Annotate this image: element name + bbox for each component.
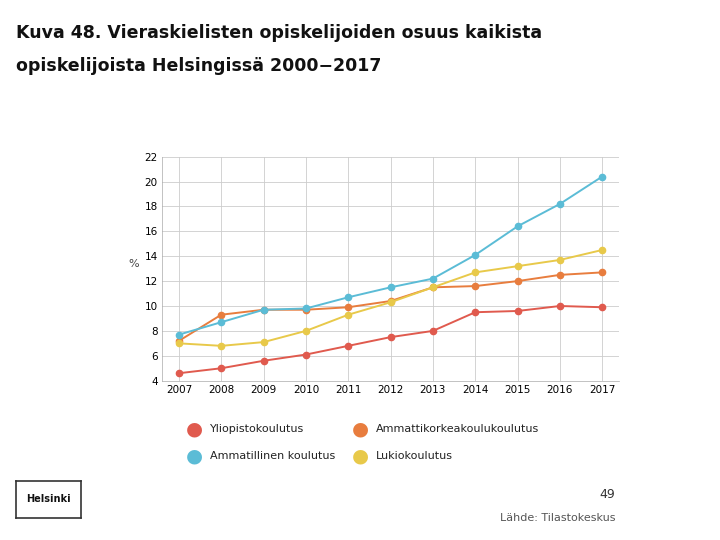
Text: Ammattikorkeakoulukoulutus: Ammattikorkeakoulukoulutus bbox=[376, 424, 539, 434]
Text: ●: ● bbox=[351, 447, 369, 466]
Text: Lähde: Tilastokeskus: Lähde: Tilastokeskus bbox=[500, 514, 616, 523]
Text: ●: ● bbox=[351, 420, 369, 439]
Text: Kuva 48. Vieraskielisten opiskelijoiden osuus kaikista: Kuva 48. Vieraskielisten opiskelijoiden … bbox=[16, 24, 542, 42]
Text: opiskelijoista Helsingissä 2000−2017: opiskelijoista Helsingissä 2000−2017 bbox=[16, 57, 381, 75]
Y-axis label: %: % bbox=[128, 259, 139, 269]
Text: ●: ● bbox=[186, 447, 203, 466]
Text: Helsinki: Helsinki bbox=[26, 495, 71, 504]
Text: 49: 49 bbox=[600, 488, 616, 501]
Text: Yliopistokoulutus: Yliopistokoulutus bbox=[210, 424, 305, 434]
Text: Lukiokoulutus: Lukiokoulutus bbox=[376, 451, 453, 461]
Text: ●: ● bbox=[186, 420, 203, 439]
Text: Ammatillinen koulutus: Ammatillinen koulutus bbox=[210, 451, 336, 461]
